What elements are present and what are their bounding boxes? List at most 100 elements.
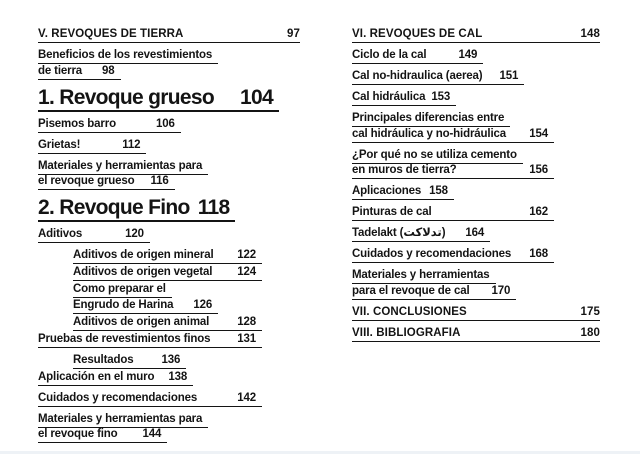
toc-entry-label: Beneficios de los revestimientos (38, 49, 213, 61)
toc-entry[interactable]: Pruebas de revestimientos finos 131 (38, 332, 300, 348)
toc-entry-line: Aditivos de origen vegetal 124 (73, 266, 262, 281)
toc-entry[interactable]: Cal hidráulica 153 (352, 91, 600, 106)
toc-entry-line: Tadelakt (تدلاكت) 164 (352, 227, 491, 242)
toc-entry-line: Engrudo de Harina 126 (73, 298, 219, 314)
toc-entry[interactable]: Ciclo de la cal 149 (352, 49, 600, 64)
toc-entry-page: 154 (529, 127, 548, 140)
toc-entry-page: 175 (580, 305, 600, 318)
toc-entry-line: Materiales y herramientas para (38, 160, 209, 175)
toc-entry-line: Grietas! 112 (38, 138, 147, 154)
toc-entry-page: 97 (287, 28, 300, 40)
toc-entry[interactable]: Materiales y herramientas para el revoque… (352, 269, 600, 300)
toc-entry-label: VI. REVOQUES DE CAL (352, 28, 483, 40)
toc-entry-line: ¿Por qué no se utiliza cemento (352, 148, 523, 164)
toc-entry-page: 151 (499, 70, 519, 82)
toc-entry-line: V. REVOQUES DE TIERRA 97 (38, 28, 300, 43)
toc-entry-page: 142 (237, 391, 256, 404)
toc-entry-label: Principales diferencias entre (352, 112, 505, 124)
toc-entry[interactable]: Aditivos de origen mineral 122 (73, 249, 300, 264)
toc-entry[interactable]: Aditivos de origen animal 128 (73, 315, 300, 331)
toc-entry-line: Cal hidráulica 153 (352, 91, 457, 106)
toc-entry-line: Resultados 136 (73, 354, 187, 369)
toc-entry-label: en muros de tierra? (352, 164, 457, 176)
toc-entry-label: Cal hidráulica (352, 91, 426, 103)
toc-entry-label: 1. Revoque grueso (38, 85, 215, 109)
toc-entry-line: VIII. BIBLIOGRAFIA 180 (352, 326, 600, 342)
toc-entry-label: de tierra (38, 64, 83, 77)
toc-entry-page: 162 (529, 206, 548, 218)
toc-entry-label: Materiales y herramientas (352, 269, 490, 281)
toc-entry-page: 126 (193, 298, 213, 311)
toc-entry[interactable]: Pisemos barro 106 (38, 117, 300, 133)
toc-entry-page: 148 (580, 28, 600, 40)
toc-entry-line: en muros de tierra? 156 (352, 164, 554, 179)
toc-entry[interactable]: Aditivos de origen vegetal 124 (73, 266, 300, 281)
toc-entry-page: 116 (150, 175, 169, 187)
toc-entry[interactable]: Grietas! 112 (38, 138, 300, 154)
toc-entry[interactable]: V. REVOQUES DE TIERRA 97 (38, 28, 300, 43)
toc-entry[interactable]: Materiales y herramientas para el revoque… (38, 412, 300, 443)
toc-entry-label: 2. Revoque Fino (38, 196, 190, 219)
toc-entry-line: 2. Revoque Fino 118 (38, 196, 236, 222)
toc-entry-label: para el revoque de cal (352, 284, 470, 297)
toc-entry-label: Engrudo de Harina (73, 298, 174, 311)
toc-entry[interactable]: VIII. BIBLIOGRAFIA 180 (352, 326, 600, 342)
toc-entry[interactable]: 1. Revoque grueso 104 (38, 87, 300, 112)
toc-entry[interactable]: Cuidados y recomendaciones 142 (38, 391, 300, 407)
toc-entry-label: Materiales y herramientas para (38, 412, 203, 425)
toc-entry[interactable]: Resultados 136 (73, 354, 300, 369)
toc-entry[interactable]: Aditivos 120 (38, 228, 300, 243)
toc-entry[interactable]: Beneficios de los revestimientos de tierr… (38, 49, 300, 80)
toc-entry[interactable]: Aplicaciones 158 (352, 185, 600, 200)
toc-entry-line: Cuidados y recomendaciones 168 (352, 248, 554, 263)
toc-entry-page: 128 (237, 315, 256, 328)
toc-entry-page: 112 (122, 138, 141, 151)
toc-entry-line: Como preparar el (73, 283, 172, 298)
toc-entry-page: 180 (580, 326, 600, 339)
toc-entry-line: Principales diferencias entre (352, 112, 511, 127)
page-bottom-edge (0, 451, 640, 454)
toc-entry-page: 144 (142, 428, 162, 440)
toc-entry-page: 118 (197, 196, 230, 219)
toc-entry-label: ¿Por qué no se utiliza cemento (352, 148, 517, 161)
toc-entry-line: Beneficios de los revestimientos (38, 49, 219, 64)
toc-entry-line: VI. REVOQUES DE CAL 148 (352, 28, 600, 43)
toc-entry-page: 104 (239, 85, 274, 109)
toc-entry-label: cal hidráulica y no-hidráulica (352, 127, 506, 140)
toc-entry-label: VIII. BIBLIOGRAFIA (352, 326, 461, 339)
toc-entry[interactable]: Aplicación en el muro 138 (38, 370, 300, 386)
toc-entry-line: Ciclo de la cal 149 (352, 49, 484, 64)
toc-entry-line: Aditivos 120 (38, 228, 150, 243)
toc-entry-line: VII. CONCLUSIONES 175 (352, 305, 600, 321)
toc-column-left: V. REVOQUES DE TIERRA 97 Beneficios de los… (38, 28, 300, 450)
toc-entry-line: cal hidráulica y no-hidráulica 154 (352, 127, 554, 143)
toc-entry-line: el revoque fino 144 (38, 428, 168, 443)
toc-entry[interactable]: Tadelakt (تدلاكت) 164 (352, 227, 600, 242)
toc-entry[interactable]: ¿Por qué no se utiliza cemento en muros d… (352, 148, 600, 179)
toc-entry[interactable]: Pinturas de cal 162 (352, 206, 600, 221)
toc-entry[interactable]: Materiales y herramientas para el revoque… (38, 160, 300, 190)
toc-entry-line: Aplicación en el muro 138 (38, 370, 194, 386)
toc-entry-line: de tierra 98 (38, 64, 121, 80)
toc-entry[interactable]: VII. CONCLUSIONES 175 (352, 305, 600, 321)
toc-entry-page: 131 (237, 332, 256, 345)
toc-entry-page: 168 (529, 248, 548, 260)
toc-entry[interactable]: VI. REVOQUES DE CAL 148 (352, 28, 600, 43)
toc-entry-label: Grietas! (38, 138, 81, 151)
toc-entry-label: Aditivos de origen animal (73, 315, 210, 328)
toc-entry[interactable]: 2. Revoque Fino 118 (38, 197, 300, 222)
toc-entry[interactable]: Cuidados y recomendaciones 168 (352, 248, 600, 263)
toc-entry-label: VII. CONCLUSIONES (352, 305, 467, 318)
toc-entry-page: 138 (168, 370, 188, 383)
toc-entry[interactable]: Cal no-hidraulica (aerea) 151 (352, 70, 600, 85)
toc-entry-page: 120 (125, 228, 144, 240)
toc-entry-line: Aplicaciones 158 (352, 185, 454, 200)
toc-entry-label: Aplicación en el muro (38, 370, 155, 383)
toc-entry-label: V. REVOQUES DE TIERRA (38, 28, 184, 40)
toc-entry[interactable]: Como preparar el Engrudo de Harina 126 (73, 283, 300, 314)
toc-entry-label: Pisemos barro (38, 117, 116, 130)
toc-entry-page: 156 (529, 164, 548, 176)
toc-entry-label: el revoque fino (38, 428, 118, 440)
toc-entry[interactable]: Principales diferencias entre cal hidrául… (352, 112, 600, 143)
toc-entry-page: 122 (237, 249, 256, 261)
